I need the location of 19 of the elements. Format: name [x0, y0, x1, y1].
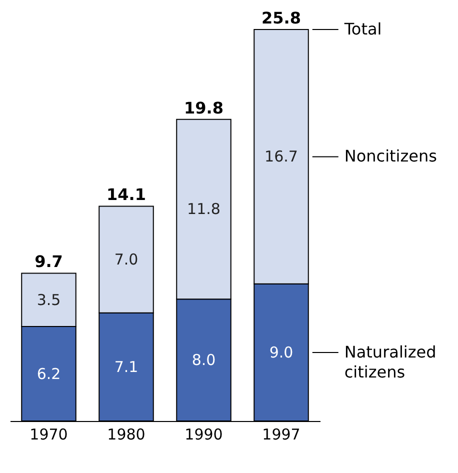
data-label: 6.2 [36, 364, 61, 383]
x-tick-label: 1970 [30, 426, 68, 444]
data-label: 8.0 [192, 351, 216, 370]
data-label: 16.7 [264, 148, 298, 166]
total-label: 19.8 [184, 98, 224, 118]
x-tick-label: 1980 [107, 426, 146, 444]
x-tick-label: 1997 [262, 426, 300, 444]
data-label: 11.8 [187, 200, 220, 218]
data-label: 7.0 [114, 250, 138, 269]
total-label: 25.8 [262, 8, 301, 28]
text: Total [343, 19, 382, 38]
legend-label: Naturalized citizens [344, 342, 436, 382]
total-label: 14.1 [106, 185, 146, 204]
data-label: 9.0 [269, 343, 294, 362]
legend-label: Noncitizens [344, 146, 437, 166]
data-label: 3.5 [36, 290, 61, 309]
total-label: 9.7 [34, 252, 63, 272]
x-tick-label: 1990 [184, 426, 223, 444]
data-label: 7.1 [114, 358, 138, 376]
